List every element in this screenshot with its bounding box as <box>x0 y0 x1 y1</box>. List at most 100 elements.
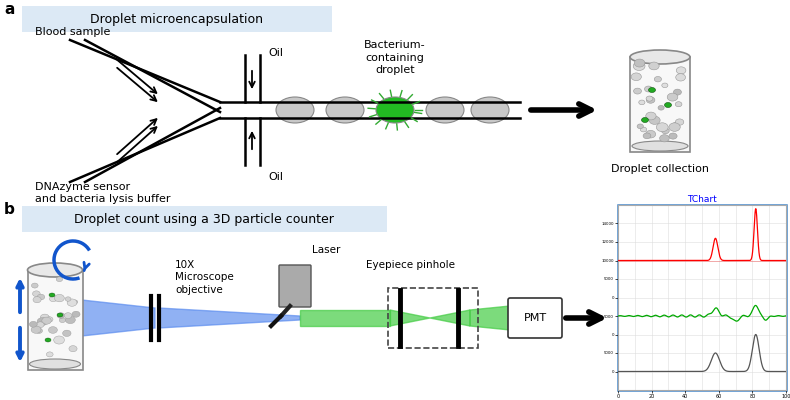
Ellipse shape <box>643 133 651 139</box>
Bar <box>630 57 690 152</box>
Ellipse shape <box>631 73 641 81</box>
Text: a: a <box>4 2 14 17</box>
Ellipse shape <box>673 89 682 95</box>
Ellipse shape <box>662 83 668 88</box>
Polygon shape <box>390 310 430 326</box>
Ellipse shape <box>42 317 51 324</box>
Ellipse shape <box>73 300 77 304</box>
Ellipse shape <box>634 88 641 94</box>
Text: Droplet microencapsulation: Droplet microencapsulation <box>91 12 264 26</box>
Ellipse shape <box>656 123 668 132</box>
Polygon shape <box>430 310 470 326</box>
Ellipse shape <box>28 263 82 277</box>
Ellipse shape <box>57 313 63 317</box>
Ellipse shape <box>645 130 656 138</box>
Ellipse shape <box>634 62 645 70</box>
Text: Oil: Oil <box>268 48 283 58</box>
Ellipse shape <box>639 100 645 105</box>
Ellipse shape <box>661 128 669 134</box>
Ellipse shape <box>64 313 72 318</box>
Text: Droplet count using a 3D particle counter: Droplet count using a 3D particle counte… <box>74 212 334 226</box>
Polygon shape <box>82 300 155 336</box>
Ellipse shape <box>646 96 653 101</box>
Text: Oil: Oil <box>268 172 283 182</box>
Ellipse shape <box>658 106 664 110</box>
Ellipse shape <box>645 86 653 92</box>
Ellipse shape <box>641 118 649 122</box>
Ellipse shape <box>32 291 40 296</box>
Ellipse shape <box>649 62 659 70</box>
Ellipse shape <box>37 318 47 326</box>
Ellipse shape <box>649 88 656 92</box>
FancyBboxPatch shape <box>22 206 387 232</box>
Ellipse shape <box>675 119 684 125</box>
Ellipse shape <box>67 299 77 306</box>
Ellipse shape <box>72 311 80 317</box>
Text: Blood sample: Blood sample <box>35 27 111 37</box>
FancyBboxPatch shape <box>22 6 332 32</box>
Ellipse shape <box>37 294 45 300</box>
Ellipse shape <box>672 122 679 128</box>
Text: Droplet collection: Droplet collection <box>611 164 709 174</box>
Ellipse shape <box>276 97 314 123</box>
Ellipse shape <box>426 97 464 123</box>
FancyBboxPatch shape <box>618 205 786 390</box>
Ellipse shape <box>376 97 414 123</box>
Ellipse shape <box>31 326 41 333</box>
Ellipse shape <box>47 352 53 357</box>
Ellipse shape <box>29 359 81 369</box>
Ellipse shape <box>69 346 77 352</box>
Ellipse shape <box>632 141 688 151</box>
Ellipse shape <box>630 50 690 64</box>
Ellipse shape <box>45 338 51 342</box>
Text: Laser: Laser <box>312 245 340 255</box>
Ellipse shape <box>48 327 58 333</box>
Polygon shape <box>470 306 510 330</box>
Ellipse shape <box>664 102 672 108</box>
Ellipse shape <box>669 123 680 131</box>
Title: TChart: TChart <box>687 195 717 204</box>
Ellipse shape <box>56 277 62 282</box>
Ellipse shape <box>62 330 71 336</box>
Ellipse shape <box>46 317 53 322</box>
Text: b: b <box>4 202 15 217</box>
Ellipse shape <box>634 59 645 67</box>
Ellipse shape <box>675 74 686 81</box>
Ellipse shape <box>54 336 65 344</box>
Ellipse shape <box>36 322 44 328</box>
Text: 10X
Microscope
objective: 10X Microscope objective <box>175 260 234 295</box>
Ellipse shape <box>66 316 75 324</box>
Text: PMT: PMT <box>524 313 547 323</box>
Text: Bacterium-
containing
droplet: Bacterium- containing droplet <box>364 40 426 75</box>
Ellipse shape <box>326 97 364 123</box>
FancyBboxPatch shape <box>508 298 562 338</box>
Ellipse shape <box>59 318 66 322</box>
Ellipse shape <box>55 294 64 302</box>
Ellipse shape <box>645 112 656 120</box>
Bar <box>28 270 83 370</box>
Ellipse shape <box>40 314 49 321</box>
Ellipse shape <box>669 133 677 139</box>
Ellipse shape <box>646 97 655 103</box>
Ellipse shape <box>57 313 65 318</box>
Ellipse shape <box>32 283 38 288</box>
Ellipse shape <box>49 293 55 297</box>
Polygon shape <box>159 308 300 328</box>
Ellipse shape <box>36 328 43 334</box>
Text: DNAzyme sensor
and bacteria lysis buffer: DNAzyme sensor and bacteria lysis buffer <box>35 182 171 204</box>
Ellipse shape <box>65 297 71 301</box>
Ellipse shape <box>29 321 37 327</box>
Ellipse shape <box>675 102 682 107</box>
Ellipse shape <box>471 97 509 123</box>
Ellipse shape <box>641 127 647 132</box>
Ellipse shape <box>654 76 661 82</box>
Text: Eyepiece pinhole: Eyepiece pinhole <box>366 260 454 270</box>
Ellipse shape <box>668 93 678 101</box>
Ellipse shape <box>660 135 669 142</box>
Ellipse shape <box>676 67 686 74</box>
FancyBboxPatch shape <box>279 265 311 307</box>
Ellipse shape <box>649 116 660 124</box>
Polygon shape <box>300 310 390 326</box>
Ellipse shape <box>50 296 57 302</box>
Ellipse shape <box>637 124 643 129</box>
